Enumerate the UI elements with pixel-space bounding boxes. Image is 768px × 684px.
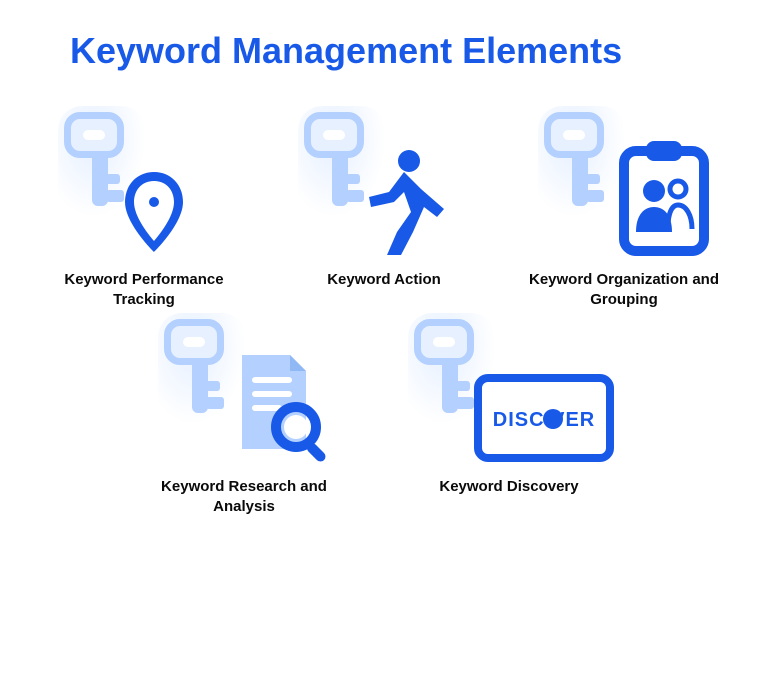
clipboard-people-icon: [614, 137, 714, 262]
tile-label: Keyword Organization and Grouping: [524, 270, 724, 309]
key-icon: [164, 319, 224, 365]
tile-label: Keyword Action: [284, 270, 484, 290]
tile-research: Keyword Research and Analysis: [139, 319, 349, 516]
tile-label: Keyword Research and Analysis: [144, 477, 344, 516]
running-person-icon: [349, 147, 449, 262]
tile-label: Keyword Discovery: [409, 477, 609, 497]
icon-performance-tracking: [54, 112, 234, 262]
tile-organization: Keyword Organization and Grouping: [519, 112, 729, 309]
icon-research: [154, 319, 334, 469]
discover-card-icon: DISC VER: [474, 374, 614, 469]
key-icon: [544, 112, 604, 158]
key-icon: [414, 319, 474, 365]
document-magnifier-icon: [234, 349, 334, 469]
tile-label: Keyword Performance Tracking: [44, 270, 244, 309]
icon-action: [294, 112, 474, 262]
tile-performance-tracking: Keyword Performance Tracking: [39, 112, 249, 309]
row-1: Keyword Performance Tracking Keyword Act…: [0, 112, 768, 309]
icon-organization: [534, 112, 714, 262]
row-2: Keyword Research and Analysis DISC VER K…: [0, 319, 768, 516]
key-icon: [64, 112, 124, 158]
tile-action: Keyword Action: [279, 112, 489, 309]
map-pin-icon: [119, 167, 189, 262]
icon-discovery: DISC VER: [404, 319, 614, 469]
tile-discovery: DISC VER Keyword Discovery: [389, 319, 629, 516]
page-title: Keyword Management Elements: [0, 0, 768, 82]
